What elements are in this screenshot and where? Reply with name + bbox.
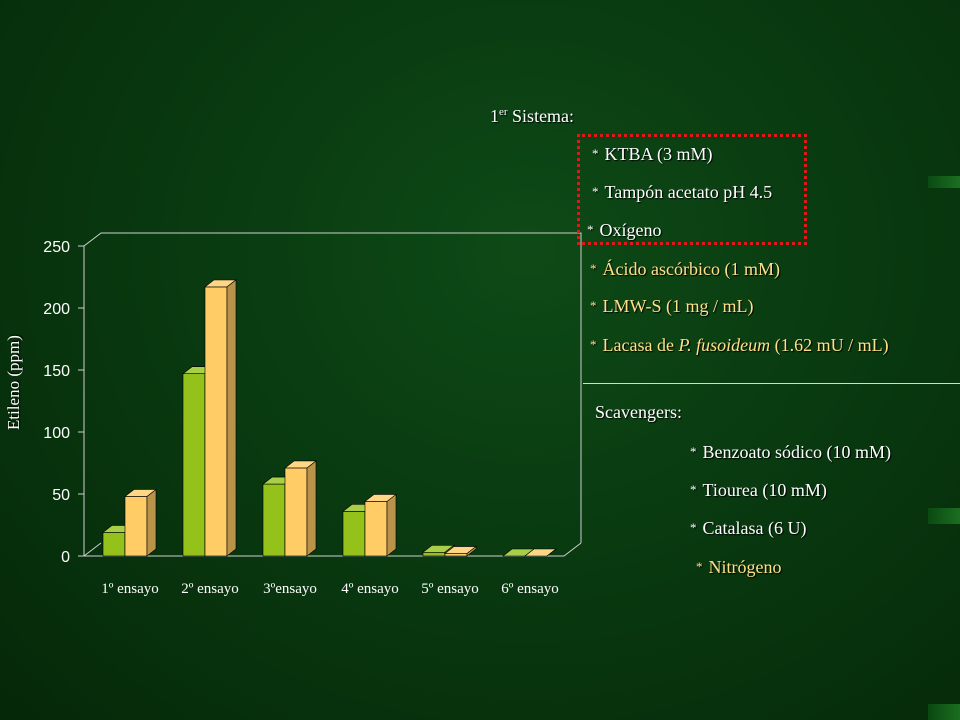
bar-side [306,460,317,557]
scavenger-item: * Benzoato sódico (10 mM) [690,442,891,462]
decorative-stroke [928,176,960,188]
y-tick-label: 100 [43,425,70,442]
x-tick-label: 3ºensayo [263,581,317,597]
highlight-box [577,134,807,245]
scavenger-item: * Catalasa (6 U) [690,518,807,538]
bar-front [204,286,228,557]
bar-side [226,279,237,557]
bar-front [102,532,126,557]
bar [444,545,477,557]
decorative-stroke [928,704,960,720]
bar-front [342,511,366,557]
x-tick-label: 6º ensayo [501,581,559,597]
scavenger-item: * Nitrógeno [696,557,782,577]
separator-line [583,383,960,384]
extra-item: * Ácido ascórbico (1 mM) [590,259,780,279]
bar [524,548,557,557]
y-axis-label: Etileno (ppm) [4,335,23,430]
x-tick-label: 2º ensayo [181,581,239,597]
plot-floor-edge [83,542,102,557]
x-tick-label: 5º ensayo [421,581,479,597]
bar-front [422,551,446,557]
bar [124,488,157,557]
bar [284,460,317,557]
bar-side [386,493,397,557]
y-tick-label: 0 [61,549,70,566]
bar-front [284,467,308,557]
y-tick-label: 250 [43,239,70,256]
decorative-stroke [928,508,960,524]
bar [204,279,237,557]
x-tick-label: 4º ensayo [341,581,399,597]
bar-side [146,488,157,557]
bar-front [124,496,148,557]
scavengers-title: Scavengers: [595,402,682,422]
bar-front [364,501,388,557]
bar-front [182,373,206,557]
boxed-item: * KTBA (3 mM) [592,144,713,164]
y-tick-label: 150 [43,363,70,380]
extra-item: * LMW-S (1 mg / mL) [590,296,754,316]
scavenger-item: * Tiourea (10 mM) [690,480,827,500]
plot-wall [83,232,582,556]
bar-side [546,548,557,557]
x-tick-label: 1º ensayo [101,581,159,597]
y-tick-label: 200 [43,301,70,318]
bar-side [466,545,477,557]
bar-front [262,483,286,557]
system-title: 1er Sistema: [490,106,575,126]
bar [364,493,397,557]
boxed-item: * Tampón acetato pH 4.5 [592,182,773,202]
boxed-item: * Oxígeno [587,220,662,240]
extra-item: * Lacasa de P. fusoideum (1.62 mU / mL) [590,335,889,355]
plot-floor [84,542,582,557]
y-tick-label: 50 [52,487,70,504]
bar-front [444,553,468,557]
